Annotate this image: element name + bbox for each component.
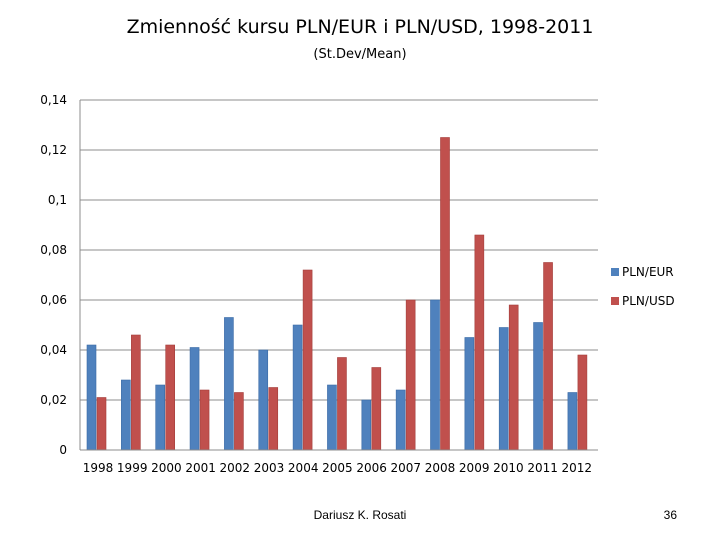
bar-pln-eur xyxy=(189,347,200,451)
bar-pln-eur xyxy=(464,337,475,451)
legend-swatch-usd xyxy=(611,296,619,305)
bar-pln-eur xyxy=(498,327,509,451)
bar-pln-usd xyxy=(337,357,347,451)
bar-pln-usd xyxy=(440,137,450,451)
bar-pln-eur xyxy=(86,344,97,451)
chart-subtitle: (St.Dev/Mean) xyxy=(313,47,407,62)
y-tick-label: 0,04 xyxy=(40,343,67,357)
y-tick-label: 0,02 xyxy=(40,393,67,407)
bar-pln-usd xyxy=(405,299,416,451)
x-tick-label: 2009 xyxy=(459,461,490,475)
x-tick-label: 2005 xyxy=(322,461,353,475)
legend-label-usd: PLN/USD xyxy=(622,293,675,308)
footer-author: Dariusz K. Rosati xyxy=(313,508,407,522)
legend-label-eur: PLN/EUR xyxy=(622,264,674,279)
y-tick-label: 0,08 xyxy=(40,243,67,257)
y-tick-label: 0,06 xyxy=(40,293,67,307)
bar-pln-eur xyxy=(567,392,578,451)
bar-pln-eur xyxy=(361,399,372,451)
bar-pln-usd xyxy=(268,387,279,451)
x-tick-label: 2012 xyxy=(562,461,593,475)
bar-pln-usd xyxy=(543,262,553,451)
bars xyxy=(86,137,588,451)
bar-pln-eur xyxy=(224,317,234,451)
x-tick-label: 2011 xyxy=(527,461,558,475)
legend-item-usd: PLN/USD xyxy=(611,293,675,308)
y-tick-label: 0,12 xyxy=(40,143,67,157)
bar-pln-usd xyxy=(131,334,141,451)
x-tick-label: 2001 xyxy=(185,461,216,475)
bar-pln-eur xyxy=(430,299,440,451)
bar-pln-eur xyxy=(395,389,406,451)
bar-pln-usd xyxy=(508,304,519,451)
bar-pln-usd xyxy=(577,354,588,451)
legend-swatch-eur xyxy=(611,267,619,276)
y-tick-label: 0,1 xyxy=(48,193,67,207)
x-tick-label: 2000 xyxy=(151,461,182,475)
x-tick-label: 2003 xyxy=(254,461,285,475)
x-tick-label: 1999 xyxy=(117,461,148,475)
x-tick-label: 1998 xyxy=(83,461,114,475)
bar-pln-eur xyxy=(155,384,165,451)
y-tick-label: 0 xyxy=(59,443,67,457)
bar-pln-usd xyxy=(199,389,210,451)
bar-pln-eur xyxy=(258,349,269,451)
bar-pln-usd xyxy=(234,392,244,451)
bar-pln-eur xyxy=(292,324,303,451)
legend-item-eur: PLN/EUR xyxy=(611,264,675,279)
legend: PLN/EUR PLN/USD xyxy=(611,264,675,322)
x-tick-label: 2008 xyxy=(425,461,456,475)
chart-title: Zmienność kursu PLN/EUR i PLN/USD, 1998-… xyxy=(126,16,594,38)
x-tick-label: 2004 xyxy=(288,461,319,475)
page-number: 36 xyxy=(663,508,677,522)
x-tick-label: 2006 xyxy=(356,461,387,475)
x-tick-label: 2002 xyxy=(220,461,251,475)
bar-pln-usd xyxy=(474,234,485,451)
x-axis-ticks: 1998 1999 2000 2001 2002 2003 2004 2005 2006 2007… xyxy=(83,461,592,475)
bar-pln-eur xyxy=(533,322,543,451)
gridlines xyxy=(80,99,598,401)
x-tick-label: 2007 xyxy=(391,461,422,475)
y-axis-ticks: 0 0,02 0,04 0,06 0,08 0,1 0,12 0,14 xyxy=(40,93,67,457)
x-tick-label: 2010 xyxy=(493,461,524,475)
bar-pln-usd xyxy=(96,397,107,451)
bar-pln-usd xyxy=(302,269,313,451)
bar-pln-eur xyxy=(327,384,337,451)
bar-pln-usd xyxy=(371,367,382,451)
bar-pln-eur xyxy=(121,379,131,451)
y-tick-label: 0,14 xyxy=(40,93,67,107)
bar-pln-usd xyxy=(165,344,175,451)
